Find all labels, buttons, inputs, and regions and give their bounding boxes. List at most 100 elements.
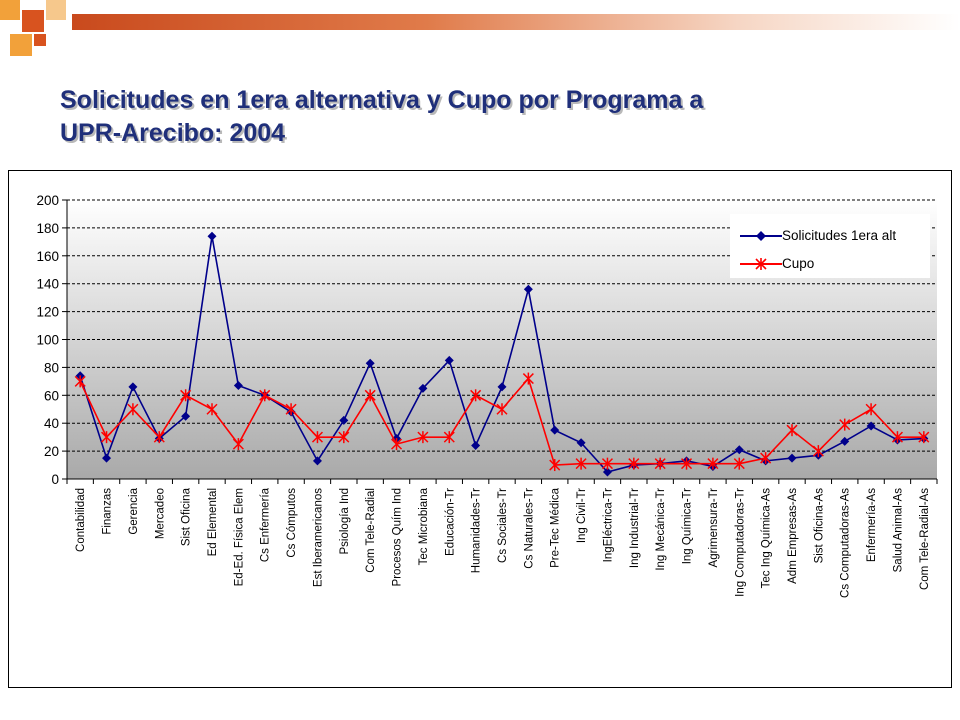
- data-point-cupo: [470, 389, 482, 402]
- slide-title-line-2: UPR-Arecibo: 2004: [60, 119, 286, 147]
- x-tick-label: Tec Ing Química-As: [761, 488, 773, 589]
- data-point-cupo: [311, 431, 323, 444]
- data-point-solicitudes: [312, 456, 322, 466]
- y-tick-label: 120: [36, 305, 59, 320]
- x-tick-label: Cs Computadoras-As: [840, 488, 852, 598]
- x-tick-label: Contabilidad: [75, 488, 87, 552]
- data-point-cupo: [918, 431, 930, 444]
- data-point-cupo: [232, 438, 244, 451]
- y-tick-label: 60: [44, 388, 59, 403]
- legend-symbol-solicitudes: [740, 231, 782, 241]
- x-tick-label: Humanidades-Tr: [471, 488, 483, 573]
- x-tick-label: Enfermería-As: [866, 488, 878, 562]
- x-tick-label: Cs Naturales-Tr: [523, 488, 535, 569]
- y-tick-label: 180: [36, 221, 59, 236]
- data-point-cupo: [681, 457, 693, 470]
- x-tick-label: Ed Elemental: [207, 488, 219, 556]
- y-tick-label: 80: [44, 360, 59, 375]
- data-point-cupo: [522, 372, 534, 385]
- data-point-cupo: [786, 424, 798, 437]
- data-point-cupo: [654, 457, 666, 470]
- data-point-cupo: [153, 431, 165, 444]
- data-point-cupo: [812, 445, 824, 458]
- x-tick-label: Com Tele-Radial: [365, 488, 377, 573]
- data-point-cupo: [601, 457, 613, 470]
- y-tick-label: 0: [51, 472, 59, 487]
- data-point-cupo: [443, 431, 455, 444]
- data-point-cupo: [628, 457, 640, 470]
- data-point-solicitudes: [866, 421, 876, 431]
- data-point-solicitudes: [418, 383, 428, 393]
- data-point-cupo: [74, 375, 86, 388]
- x-tick-label: Ing Mecánica-Tr: [655, 488, 667, 571]
- data-point-solicitudes: [840, 436, 850, 446]
- x-tick-label: Pre-Tec Médica: [550, 487, 562, 567]
- x-tick-label: Salud Animal-As: [892, 488, 904, 573]
- legend-label-cupo: Cupo: [782, 256, 815, 271]
- slide-title: Solicitudes en 1era alternativa y Cupo p…: [60, 84, 920, 150]
- x-tick-label: Educación-Tr: [444, 488, 456, 556]
- data-point-cupo: [760, 452, 772, 465]
- decor-square-2: [22, 10, 44, 32]
- data-point-cupo: [417, 431, 429, 444]
- data-point-cupo: [364, 389, 376, 402]
- data-point-solicitudes: [339, 415, 349, 425]
- x-tick-label: Ing Química-Tr: [682, 488, 694, 564]
- slide-title-line-1: Solicitudes en 1era alternativa y Cupo p…: [60, 86, 704, 114]
- x-tick-label: Gerencia: [128, 487, 140, 534]
- legend-item-cupo: Cupo: [730, 254, 930, 274]
- data-point-cupo: [180, 389, 192, 402]
- y-tick-label: 140: [36, 277, 59, 292]
- legend-item-solicitudes: Solicitudes 1era alt: [730, 226, 930, 246]
- x-tick-label: Mercadeo: [154, 488, 166, 539]
- data-point-solicitudes: [102, 453, 112, 463]
- data-point-cupo: [338, 431, 350, 444]
- x-tick-label: Ing Civil-Tr: [576, 488, 588, 543]
- x-tick-label: Est Iberamericanos: [312, 488, 324, 587]
- header-accent-bar: [72, 14, 960, 30]
- y-tick-label: 200: [36, 193, 59, 208]
- legend-symbol-cupo: [740, 258, 782, 270]
- data-point-cupo: [101, 431, 113, 444]
- data-point-solicitudes: [787, 453, 797, 463]
- x-tick-label: Psiología Ind: [339, 488, 351, 555]
- x-tick-label: Com Tele-Radial-As: [919, 488, 931, 590]
- data-point-solicitudes: [128, 382, 138, 392]
- decor-square-1: [0, 0, 20, 20]
- x-tick-label: Cs Enfermería: [260, 487, 272, 562]
- data-point-solicitudes: [444, 355, 454, 365]
- x-tick-label: Finanzas: [102, 488, 114, 535]
- data-point-cupo: [891, 431, 903, 444]
- data-point-cupo: [865, 403, 877, 416]
- y-tick-label: 160: [36, 249, 59, 264]
- data-point-cupo: [707, 457, 719, 470]
- data-point-cupo: [391, 438, 403, 451]
- data-point-solicitudes: [550, 425, 560, 435]
- data-point-cupo: [127, 403, 139, 416]
- x-tick-label: IngEléctrica-Tr: [602, 488, 614, 563]
- data-point-cupo: [496, 403, 508, 416]
- data-point-cupo: [839, 418, 851, 431]
- x-tick-label: Cs Cómputos: [286, 488, 298, 558]
- data-point-cupo: [575, 457, 587, 470]
- data-point-solicitudes: [497, 382, 507, 392]
- line-chart: 0 20 40 60 80 100 120 140 160 180 200 Contabilidad…: [36, 193, 938, 598]
- y-tick-label: 20: [44, 444, 59, 459]
- data-point-solicitudes: [523, 284, 533, 294]
- decor-square-4: [10, 34, 32, 56]
- chart-legend: Solicitudes 1era alt Cupo: [730, 214, 930, 278]
- x-tick-label: Ing Computadoras-Tr: [734, 488, 746, 597]
- data-point-cupo: [549, 459, 561, 472]
- x-tick-label: Ed-Ed. Física Elem: [233, 488, 245, 586]
- x-tick-label: Agrimensura-Tr: [708, 488, 720, 568]
- data-point-solicitudes: [207, 231, 217, 241]
- data-point-cupo: [206, 403, 218, 416]
- data-point-solicitudes: [181, 411, 191, 421]
- data-point-solicitudes: [734, 445, 744, 455]
- decor-square-3: [46, 0, 66, 20]
- data-point-cupo: [259, 389, 271, 402]
- legend-label-solicitudes: Solicitudes 1era alt: [782, 228, 897, 243]
- data-point-cupo: [733, 457, 745, 470]
- data-point-solicitudes: [233, 381, 243, 391]
- data-point-solicitudes: [576, 438, 586, 448]
